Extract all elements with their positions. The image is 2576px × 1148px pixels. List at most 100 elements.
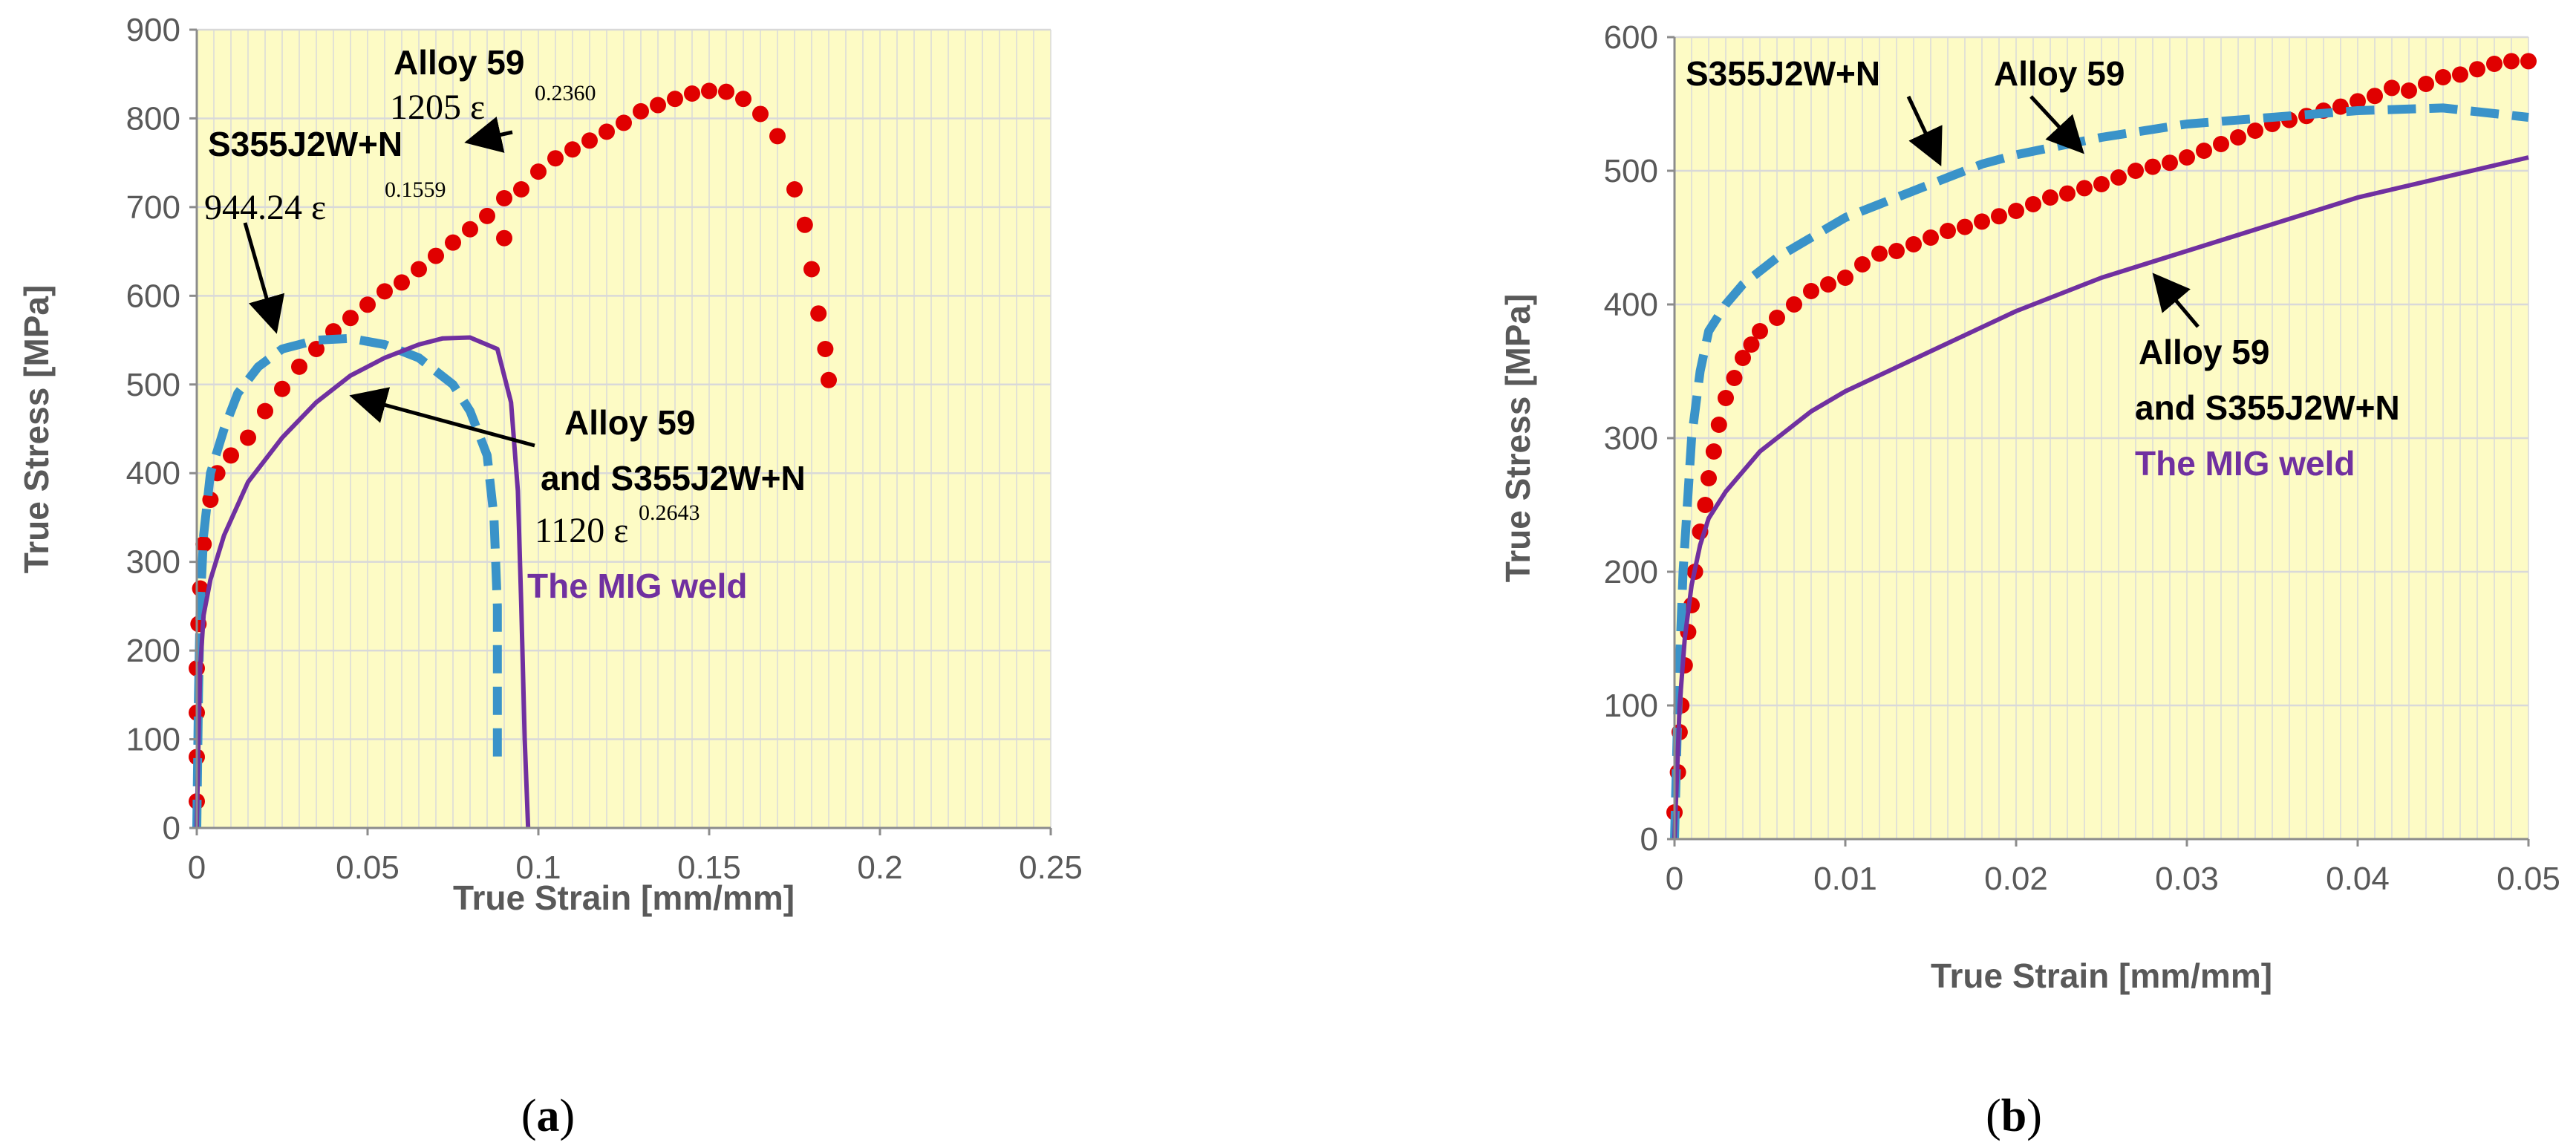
arrow-weld-b [2152, 273, 2200, 328]
data-point-alloy-59 [428, 247, 444, 264]
data-point-alloy-59 [2350, 93, 2366, 110]
data-point-alloy-59 [2486, 56, 2502, 72]
annotation-weld-line2-a: and S355J2W+N [541, 459, 806, 498]
data-point-alloy-59 [2503, 53, 2520, 70]
data-point-alloy-59 [718, 83, 734, 100]
grid-a [196, 28, 1051, 829]
data-point-alloy-59 [513, 181, 529, 198]
data-point-alloy-59 [1726, 370, 1743, 386]
data-point-alloy-59 [752, 105, 769, 123]
data-point-alloy-59 [701, 82, 717, 100]
data-point-alloy-59 [1905, 236, 1922, 252]
data-point-alloy-59 [223, 447, 239, 464]
data-point-alloy-59 [817, 341, 834, 357]
panel-label-b: (b) [1986, 1091, 2042, 1141]
data-point-alloy-59 [1888, 243, 1905, 259]
data-point-alloy-59 [2059, 185, 2076, 202]
y-tick-label: 200 [126, 633, 180, 669]
x-tick-label: 0.15 [677, 849, 741, 886]
data-point-alloy-59 [2042, 189, 2058, 206]
y-tick-label: 0 [1640, 821, 1658, 858]
data-point-alloy-59 [803, 261, 820, 278]
data-point-alloy-59 [650, 97, 666, 114]
axes-a [189, 28, 1052, 835]
x-tick-label: 0.05 [336, 849, 400, 886]
annotation-s355-exp-a: 0.1559 [385, 177, 446, 202]
data-point-alloy-59 [796, 216, 813, 233]
annotation-weld-line1-a: Alloy 59 [564, 403, 695, 442]
x-tick-label: 0.05 [2497, 861, 2560, 897]
arrow-s355-b [1906, 95, 1943, 167]
data-point-alloy-59 [616, 114, 632, 131]
data-point-alloy-59 [1718, 390, 1734, 406]
data-point-alloy-59 [684, 85, 700, 102]
data-point-alloy-59 [530, 163, 547, 180]
data-point-alloy-59 [1710, 417, 1727, 433]
y-tick-label: 300 [126, 544, 180, 581]
annotation-weld-line2-b: and S355J2W+N [2135, 388, 2400, 427]
data-point-alloy-59 [547, 150, 564, 167]
data-point-alloy-59 [342, 310, 359, 327]
data-point-alloy-59 [1803, 283, 1819, 299]
series-line-s355j2w-n [1670, 103, 2529, 840]
panel-b: 0 100 200 300 400 500 600 0 0.01 0.02 0.03 0.04 0.05… [1499, 19, 2560, 1141]
data-point-alloy-59 [274, 380, 290, 397]
grid-b [1674, 36, 2529, 841]
y-tick-label: 400 [1604, 287, 1658, 323]
data-point-alloy-59 [1991, 208, 2007, 225]
data-point-alloy-59 [195, 535, 212, 552]
data-point-alloy-59 [1705, 443, 1722, 460]
data-point-alloy-59 [1701, 470, 1717, 486]
y-tick-label: 600 [126, 278, 180, 314]
data-point-alloy-59 [2093, 176, 2110, 192]
y-tick-label: 500 [126, 367, 180, 403]
data-point-alloy-59 [1743, 336, 1760, 353]
data-point-alloy-59 [2230, 129, 2246, 146]
data-point-alloy-59 [2452, 66, 2468, 83]
data-point-alloy-59 [2145, 158, 2161, 175]
y-tick-label: 400 [126, 455, 180, 492]
panel-label-a: (a) [521, 1091, 575, 1141]
y-tick-label: 200 [1604, 554, 1658, 590]
data-point-alloy-59 [394, 274, 410, 291]
series-line-the-mig-weld [1672, 155, 2529, 840]
x-tick-label: 0.2 [857, 849, 902, 886]
y-tick-label: 900 [126, 12, 180, 48]
arrow-s355-a [243, 222, 285, 334]
data-point-alloy-59 [1974, 213, 1990, 230]
data-point-alloy-59 [496, 189, 512, 206]
data-point-alloy-59 [2367, 88, 2383, 105]
annotation-s355-title-a: S355J2W+N [208, 125, 402, 163]
data-point-alloy-59 [445, 234, 461, 251]
arrow-alloy59-a [464, 117, 513, 153]
data-point-alloy-59 [581, 132, 598, 149]
data-point-alloy-59 [202, 492, 219, 509]
tick-labels-b: 0 100 200 300 400 500 600 0 0.01 0.02 0.03 0.04 0.05 [1604, 19, 2560, 897]
x-axis-title-b: True Strain [mm/mm] [1931, 956, 2272, 995]
data-point-alloy-59 [2025, 196, 2041, 212]
axes-b [1667, 36, 2530, 847]
data-point-alloy-59 [496, 229, 512, 247]
data-point-alloy-59 [411, 261, 427, 278]
annotation-s355-title-b: S355J2W+N [1686, 54, 1880, 93]
x-tick-label: 0.03 [2155, 861, 2219, 897]
annotation-alloy59-exp-a: 0.2360 [535, 81, 596, 105]
data-point-alloy-59 [1697, 497, 1714, 513]
panel-a: 0 100 200 300 400 500 600 700 800 900 0 0.05 0.1 0.15… [17, 12, 1083, 1141]
annotation-mig-weld-b: The MIG weld [2135, 444, 2355, 483]
x-tick-label: 0.1 [515, 849, 561, 886]
annotation-mig-weld-a: The MIG weld [527, 567, 747, 605]
y-tick-label: 100 [1604, 688, 1658, 724]
y-axis-title-a: True Stress [MPa] [17, 285, 56, 574]
x-tick-label: 0.02 [1984, 861, 2048, 897]
data-point-alloy-59 [1752, 323, 1768, 339]
x-tick-label: 0.25 [1019, 849, 1083, 886]
arrow-weld-a [349, 387, 535, 448]
data-point-alloy-59 [2401, 82, 2417, 99]
data-point-alloy-59 [1769, 310, 1785, 326]
data-point-alloy-59 [2162, 154, 2178, 172]
data-point-alloy-59 [1854, 256, 1871, 273]
data-point-alloy-59 [564, 141, 581, 158]
data-point-alloy-59 [769, 128, 786, 145]
annotation-weld-coef-a: 1120 ε [535, 511, 628, 550]
